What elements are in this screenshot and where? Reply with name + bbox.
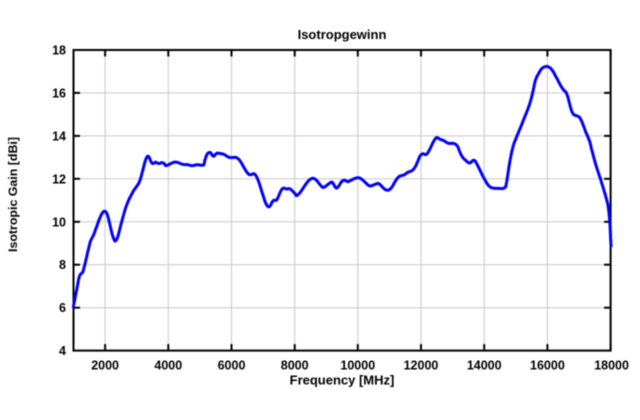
svg-text:Isotropic Gain [dBi]: Isotropic Gain [dBi] [6, 137, 20, 252]
svg-text:10: 10 [52, 215, 66, 229]
svg-text:8: 8 [59, 258, 66, 272]
svg-text:Frequency [MHz]: Frequency [MHz] [290, 373, 395, 388]
svg-text:18000: 18000 [594, 359, 629, 373]
svg-text:4000: 4000 [154, 359, 182, 373]
svg-text:14000: 14000 [467, 359, 502, 373]
svg-text:12: 12 [52, 172, 66, 186]
svg-text:16000: 16000 [530, 359, 565, 373]
svg-text:2000: 2000 [91, 359, 119, 373]
svg-text:18: 18 [52, 44, 66, 58]
svg-text:6000: 6000 [218, 359, 246, 373]
svg-text:Isotropgewinn: Isotropgewinn [298, 27, 387, 42]
svg-text:8000: 8000 [281, 359, 309, 373]
svg-text:4: 4 [59, 344, 66, 358]
svg-text:6: 6 [59, 301, 66, 315]
svg-text:10000: 10000 [340, 359, 375, 373]
svg-text:14: 14 [52, 129, 66, 143]
svg-text:12000: 12000 [404, 359, 439, 373]
svg-text:16: 16 [52, 86, 66, 100]
